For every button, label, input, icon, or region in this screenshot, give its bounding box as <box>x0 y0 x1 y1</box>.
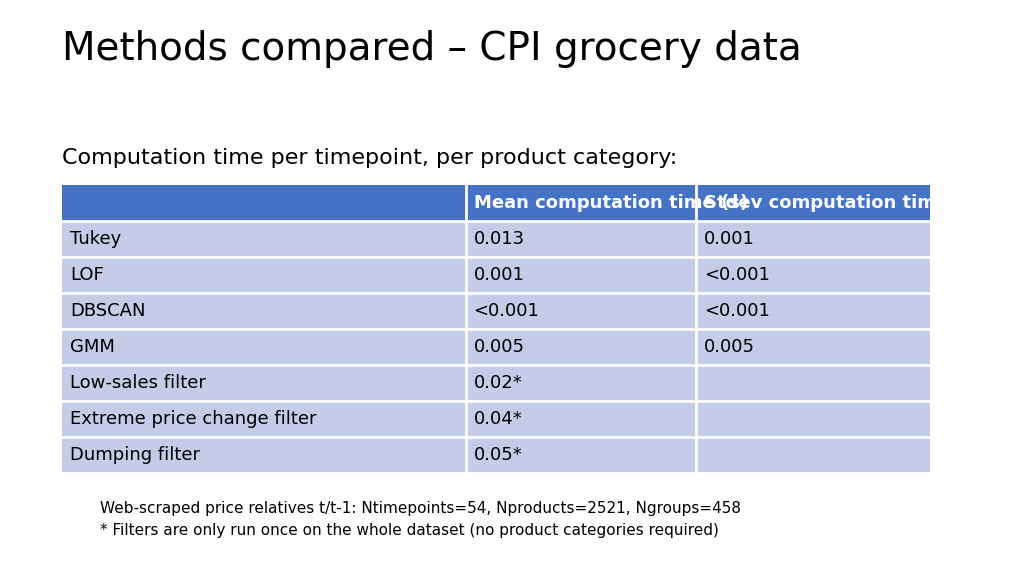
Text: Low-sales filter: Low-sales filter <box>70 374 206 392</box>
Text: * Filters are only run once on the whole dataset (no product categories required: * Filters are only run once on the whole… <box>100 523 719 538</box>
Bar <box>466 257 695 293</box>
Bar <box>466 221 695 257</box>
Text: Methods compared – CPI grocery data: Methods compared – CPI grocery data <box>62 30 802 68</box>
Bar <box>466 329 695 365</box>
Bar <box>466 185 695 221</box>
Bar <box>695 221 930 257</box>
Bar <box>466 293 695 329</box>
Bar <box>466 437 695 473</box>
Bar <box>695 401 930 437</box>
Bar <box>695 365 930 401</box>
Bar <box>466 365 695 401</box>
Text: <0.001: <0.001 <box>703 266 769 284</box>
Text: 0.001: 0.001 <box>474 266 524 284</box>
Text: 0.005: 0.005 <box>703 338 755 356</box>
Bar <box>62 185 466 221</box>
Text: Web-scraped price relatives t/t-1: Ntimepoints=54, Nproducts=2521, Ngroups=458: Web-scraped price relatives t/t-1: Ntime… <box>100 501 741 516</box>
Bar <box>62 401 466 437</box>
Text: <0.001: <0.001 <box>474 302 540 320</box>
Text: LOF: LOF <box>70 266 103 284</box>
Text: 0.001: 0.001 <box>703 230 755 248</box>
Bar <box>62 221 466 257</box>
Text: 0.04*: 0.04* <box>474 410 522 428</box>
Text: 0.05*: 0.05* <box>474 446 522 464</box>
Text: <0.001: <0.001 <box>703 302 769 320</box>
Bar <box>62 365 466 401</box>
Bar <box>62 329 466 365</box>
Text: Computation time per timepoint, per product category:: Computation time per timepoint, per prod… <box>62 148 677 168</box>
Text: Tukey: Tukey <box>70 230 121 248</box>
Bar <box>695 257 930 293</box>
Bar <box>62 293 466 329</box>
Text: 0.013: 0.013 <box>474 230 524 248</box>
Text: Extreme price change filter: Extreme price change filter <box>70 410 316 428</box>
Bar <box>695 185 930 221</box>
Bar <box>695 293 930 329</box>
Text: 0.02*: 0.02* <box>474 374 522 392</box>
Bar <box>695 437 930 473</box>
Text: 0.005: 0.005 <box>474 338 524 356</box>
Bar <box>695 329 930 365</box>
Bar <box>466 401 695 437</box>
Text: Mean computation time (s): Mean computation time (s) <box>474 194 748 212</box>
Text: DBSCAN: DBSCAN <box>70 302 145 320</box>
Text: GMM: GMM <box>70 338 115 356</box>
Bar <box>62 437 466 473</box>
Bar <box>62 257 466 293</box>
Text: Stdev computation time (s): Stdev computation time (s) <box>703 194 981 212</box>
Text: Dumping filter: Dumping filter <box>70 446 200 464</box>
